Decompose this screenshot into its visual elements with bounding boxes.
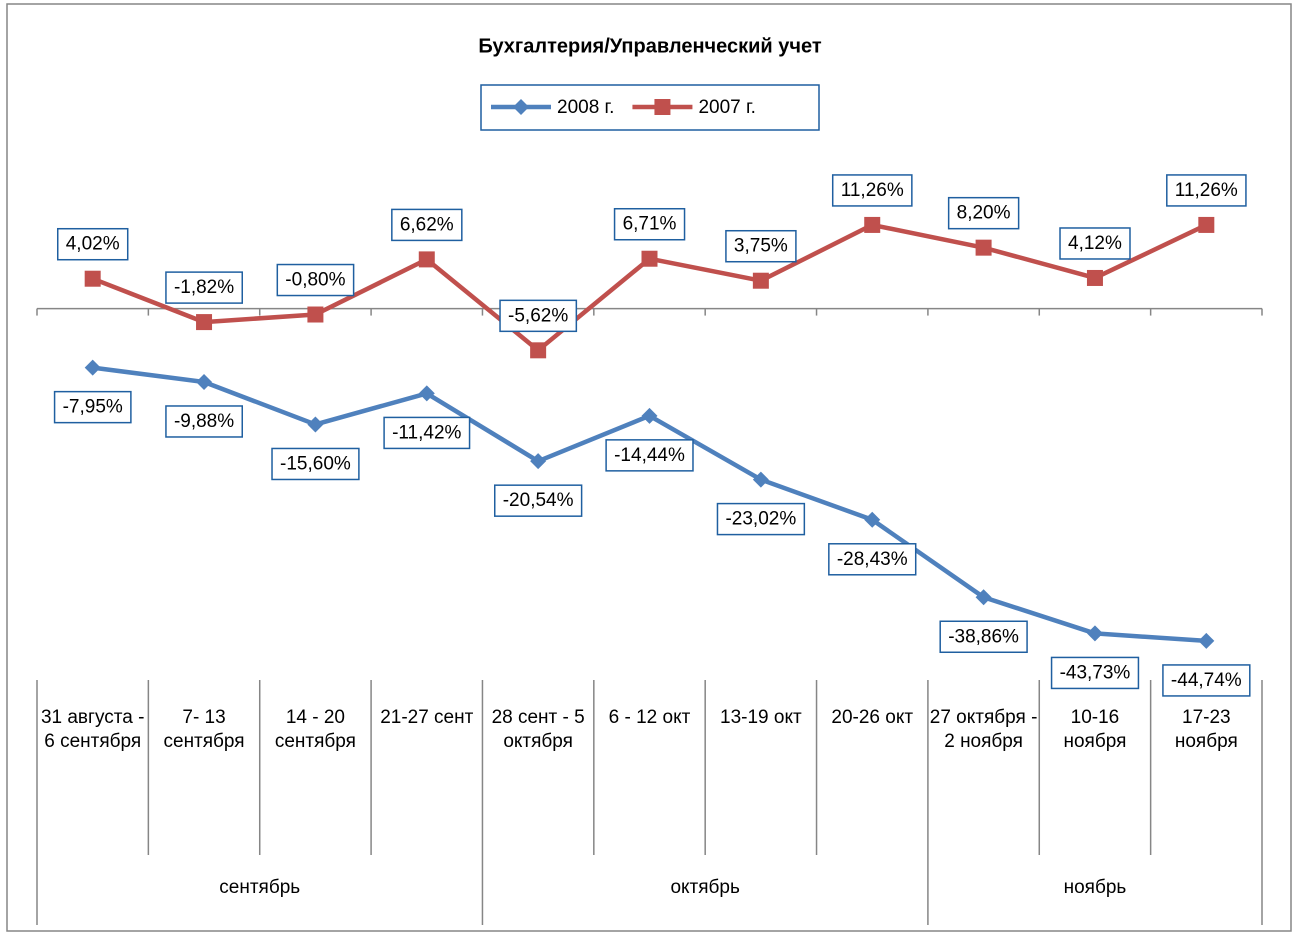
data-label-box [613, 207, 686, 241]
legend-marker [654, 99, 671, 115]
point-marker [975, 239, 992, 256]
data-label: -0,80% [285, 270, 345, 291]
point-marker [864, 216, 881, 233]
point-marker [1198, 216, 1215, 233]
data-label-box [716, 502, 806, 536]
point-marker [84, 359, 101, 376]
data-label: 6,71% [623, 214, 677, 235]
x-tick-label: 21-27 сент [380, 707, 474, 728]
data-label-box [271, 447, 360, 481]
data-label: 6,62% [400, 214, 454, 235]
data-label-box [1162, 664, 1251, 697]
data-label-box [499, 299, 578, 333]
chart-title: Бухгалтерия/Управленческий учет [478, 35, 822, 57]
point-marker [1086, 625, 1103, 642]
data-label-box [1166, 174, 1247, 207]
legend-label: 2008 г. [557, 97, 614, 118]
point-marker [530, 342, 547, 359]
point-marker [196, 373, 213, 390]
x-tick-label: 6 - 12 окт [608, 707, 691, 728]
data-label-box [1050, 656, 1140, 690]
data-label: 11,26% [841, 180, 904, 201]
legend-label: 2007 г. [698, 97, 755, 118]
data-label: -11,42% [392, 422, 461, 443]
group-label: ноябрь [1063, 877, 1127, 898]
x-tick-label: 7- 13 сентября [163, 707, 245, 752]
data-label: 4,02% [66, 234, 120, 255]
point-marker [864, 511, 881, 528]
data-label-box [605, 439, 694, 472]
group-label: октябрь [670, 877, 740, 898]
data-label-box [493, 484, 583, 517]
point-marker [1086, 269, 1103, 286]
data-label: -1,82% [174, 277, 234, 298]
data-label: 11,26% [1175, 180, 1238, 201]
x-tick-label: 31 августа - 6 сентября [40, 707, 145, 752]
x-tick-label: 10-16 ноября [1063, 707, 1127, 752]
data-label: -38,86% [948, 626, 1019, 647]
data-label: -20,54% [503, 490, 574, 511]
data-label-box [828, 543, 917, 576]
point-marker [418, 385, 435, 402]
data-label-box [276, 263, 355, 297]
point-marker [752, 471, 769, 488]
data-label: -44,74% [1171, 670, 1242, 691]
legend-marker [513, 99, 529, 115]
data-label: -43,73% [1060, 662, 1131, 683]
data-label-box [391, 208, 463, 242]
data-label: 3,75% [734, 236, 788, 257]
point-marker [418, 251, 435, 268]
x-tick-label: 13-19 окт [720, 707, 802, 728]
point-marker [530, 453, 547, 470]
data-label: -7,95% [63, 397, 123, 418]
x-tick-label: 17-23 ноября [1174, 707, 1238, 752]
data-label: -9,88% [174, 411, 234, 432]
data-label-box [56, 227, 129, 261]
data-label-box [831, 174, 913, 207]
point-marker [752, 272, 769, 289]
x-tick-label: 27 октября - 2 ноября [929, 707, 1038, 752]
point-marker [641, 407, 658, 424]
point-marker [307, 416, 324, 433]
data-label-box [947, 196, 1020, 230]
data-label: -15,60% [280, 453, 351, 474]
point-marker [307, 306, 324, 323]
x-tick-label: 14 - 20 сентября [274, 707, 356, 752]
data-label: 8,20% [957, 203, 1011, 224]
x-tick-label: 28 сент - 5 октября [491, 707, 585, 752]
data-label-box [939, 620, 1028, 654]
data-label-box [165, 405, 244, 438]
data-label-box [165, 271, 244, 304]
point-marker [196, 314, 213, 331]
group-label: сентябрь [219, 877, 301, 898]
data-label: -5,62% [508, 305, 568, 326]
data-label-box [383, 416, 471, 450]
point-marker [641, 250, 658, 267]
data-label-box [725, 229, 797, 263]
data-label: -14,44% [614, 445, 685, 466]
point-marker [975, 589, 992, 606]
data-label-box [1059, 227, 1131, 260]
data-label: 4,12% [1068, 233, 1122, 254]
x-tick-label: 20-26 окт [831, 707, 914, 728]
point-marker [1198, 632, 1215, 649]
data-label-box [53, 390, 132, 424]
data-label: -28,43% [837, 549, 908, 570]
point-marker [84, 270, 101, 287]
data-label: -23,02% [725, 509, 796, 530]
